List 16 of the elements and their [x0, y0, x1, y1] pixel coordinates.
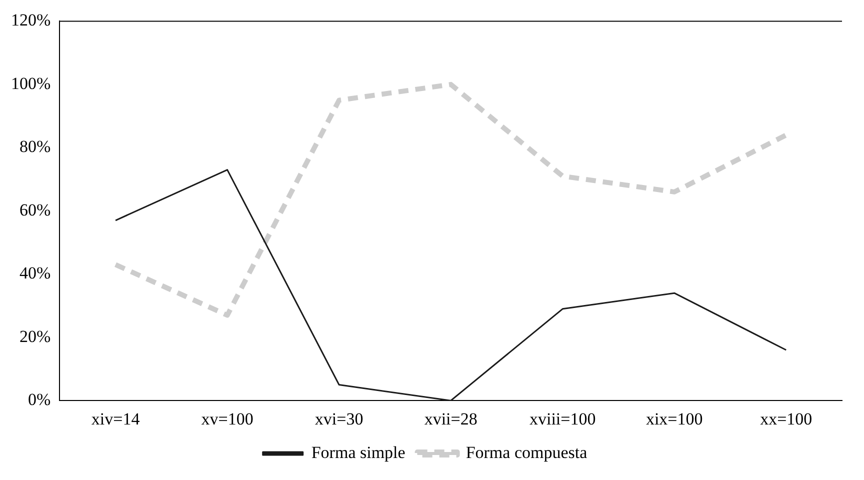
y-tick-label: 60%	[19, 200, 51, 220]
legend-label: Forma compuesta	[466, 442, 588, 462]
legend-label: Forma simple	[311, 442, 406, 462]
x-tick-label: xviii=100	[529, 409, 596, 428]
y-tick-label: 40%	[19, 264, 51, 283]
y-tick-label: 100%	[10, 74, 51, 93]
y-tick-label: 80%	[19, 137, 51, 156]
x-tick-label: xv=100	[201, 409, 254, 428]
y-tick-label: 120%	[10, 10, 51, 30]
x-tick-label: xix=100	[646, 409, 703, 428]
y-tick-label: 20%	[19, 326, 51, 346]
x-tick-label: xx=100	[760, 409, 812, 428]
x-tick-label: xiv=14	[91, 409, 140, 428]
y-tick-label: 0%	[28, 390, 51, 410]
x-tick-label: xvii=28	[424, 409, 478, 428]
x-tick-label: xvi=30	[314, 409, 364, 428]
